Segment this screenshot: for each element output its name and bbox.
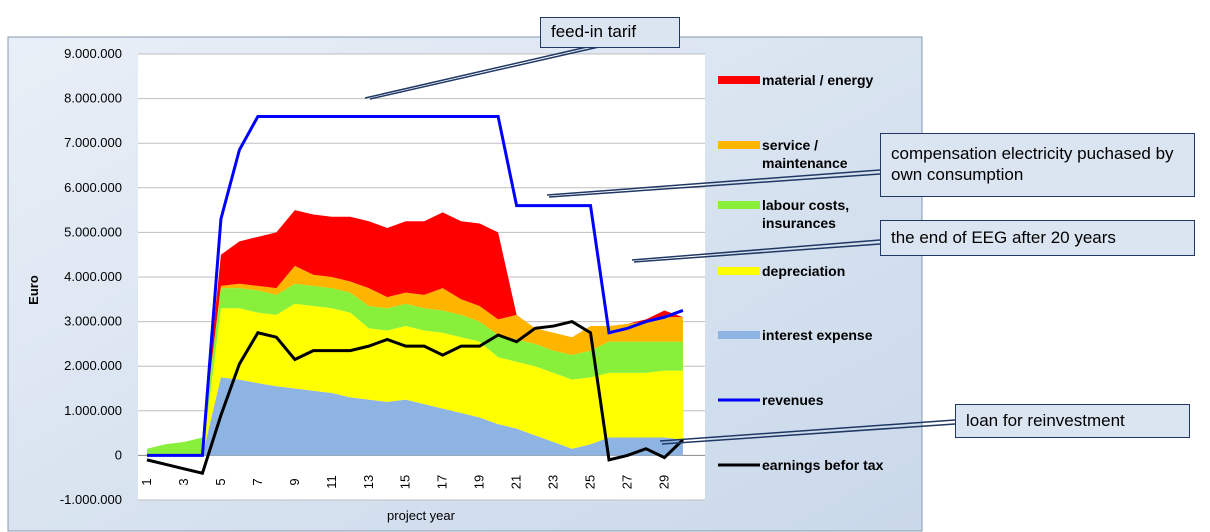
legend-label: earnings befor tax (762, 457, 884, 473)
x-tick-label: 3 (176, 478, 191, 485)
y-tick-label: 9.000.000 (64, 46, 122, 61)
legend-label: service / maintenance (762, 137, 848, 171)
y-tick-label: 8.000.000 (64, 91, 122, 106)
area (147, 210, 683, 449)
annotation: feed-in tarif (540, 17, 680, 48)
legend-label: labour costs, insurances (762, 197, 850, 231)
y-tick-label: 3.000.000 (64, 314, 122, 329)
y-tick-label: 2.000.000 (64, 358, 122, 373)
annotation: the end of EEG after 20 years (880, 220, 1195, 256)
y-tick-label: 4.000.000 (64, 269, 122, 284)
area (147, 265, 683, 449)
annotation: loan for reinvestment (955, 404, 1190, 438)
legend-label: revenues (762, 392, 824, 408)
x-tick-label: 11 (324, 475, 339, 489)
x-tick-label: 17 (435, 475, 450, 489)
callout-lines (364, 43, 956, 445)
x-tick-label: 19 (472, 475, 487, 489)
x-tick-label: 27 (619, 475, 634, 489)
x-tick-label: 23 (546, 475, 561, 489)
annotation: compensation electricity puchased by own… (880, 133, 1195, 197)
x-tick-label: 25 (583, 475, 598, 489)
y-tick-label: 5.000.000 (64, 224, 122, 239)
legend-label: material / energy (762, 72, 874, 88)
x-tick-label: 1 (139, 478, 154, 485)
line (147, 114, 684, 457)
y-tick-label: 6.000.000 (64, 180, 122, 195)
legend-label: depreciation (762, 263, 846, 279)
x-tick-label: 9 (287, 478, 302, 485)
x-tick-label: 21 (509, 475, 524, 489)
y-tick-label: -1.000.000 (60, 492, 122, 507)
y-tick-label: 1.000.000 (64, 403, 122, 418)
x-tick-label: 15 (398, 475, 413, 489)
x-tick-label: 7 (250, 478, 265, 485)
y-tick-label: 0 (115, 447, 122, 462)
x-tick-label: 13 (361, 475, 376, 489)
y-tick-label: 7.000.000 (64, 135, 122, 150)
legend-label: interest expense (762, 327, 873, 343)
x-tick-label: 29 (656, 475, 671, 489)
y-axis-label: Euro (26, 275, 41, 305)
area (147, 283, 683, 456)
x-axis-label: project year (387, 508, 456, 523)
x-tick-label: 5 (213, 478, 228, 485)
area (147, 377, 683, 456)
line (146, 319, 684, 476)
